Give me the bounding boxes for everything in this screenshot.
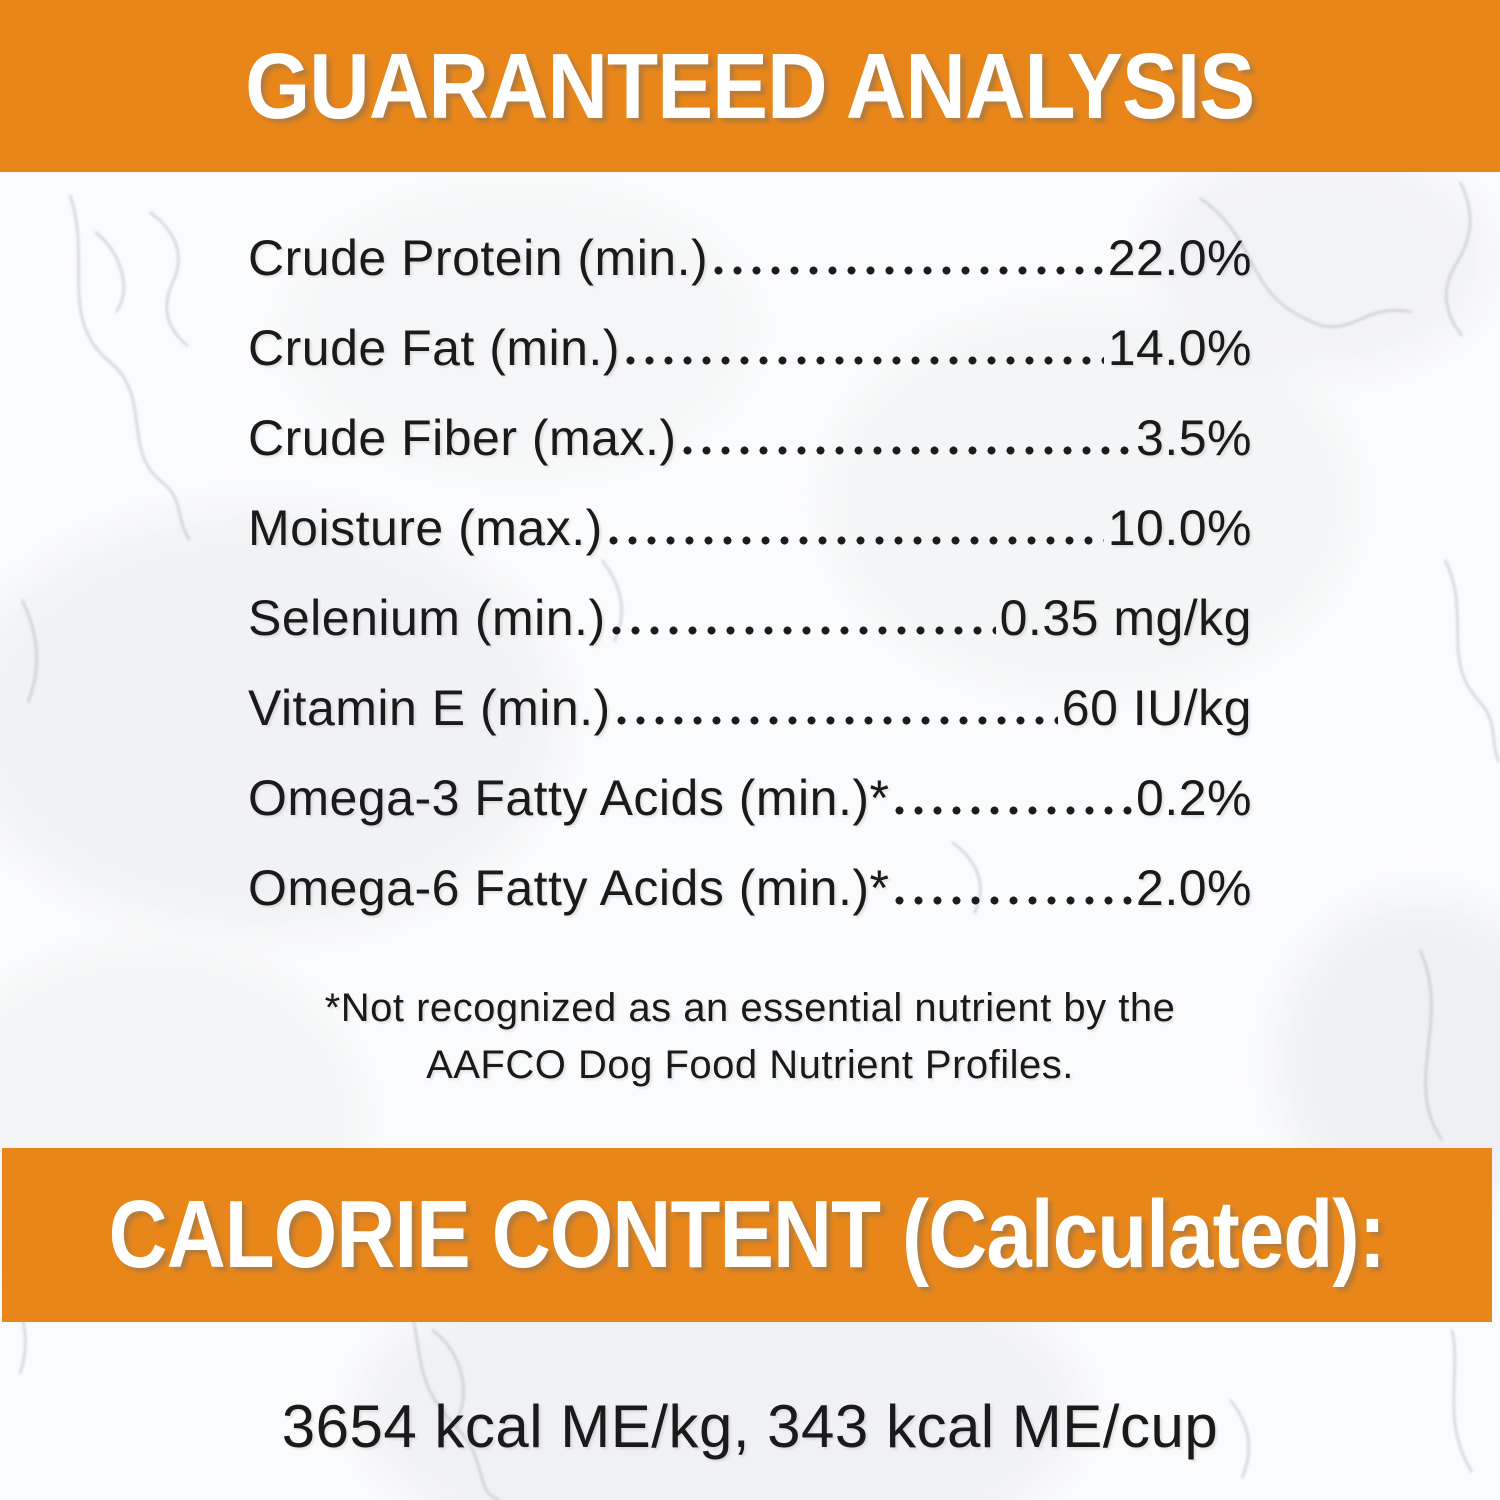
nutrient-value: 0.2% bbox=[1136, 770, 1252, 826]
nutrient-label: Vitamin E (min.) bbox=[248, 680, 611, 736]
nutrient-label: Crude Protein (min.) bbox=[248, 230, 709, 286]
nutrient-row: Crude Protein (min.) 22.0% bbox=[248, 213, 1252, 303]
nutrient-value: 14.0% bbox=[1107, 320, 1252, 376]
calorie-content-banner: CALORIE CONTENT (Calculated): bbox=[2, 1148, 1492, 1322]
footnote-line2: AAFCO Dog Food Nutrient Profiles. bbox=[426, 1043, 1074, 1087]
nutrient-value: 3.5% bbox=[1136, 410, 1252, 466]
nutrient-label: Omega-3 Fatty Acids (min.)* bbox=[248, 770, 890, 826]
nutrient-row: Vitamin E (min.) 60 IU/kg bbox=[248, 663, 1252, 753]
dot-leader bbox=[608, 536, 1104, 545]
nutrient-label: Crude Fiber (max.) bbox=[248, 410, 677, 466]
nutrient-value: 10.0% bbox=[1107, 500, 1252, 556]
nutrient-row: Omega-3 Fatty Acids (min.)* 0.2% bbox=[248, 753, 1252, 843]
calorie-content-title: CALORIE CONTENT (Calculated): bbox=[108, 1181, 1386, 1288]
nutrient-value: 22.0% bbox=[1107, 230, 1252, 286]
nutrient-label: Crude Fat (min.) bbox=[248, 320, 620, 376]
nutrient-row: Moisture (max.) 10.0% bbox=[248, 483, 1252, 573]
dot-leader bbox=[714, 266, 1104, 275]
guaranteed-analysis-table: Crude Protein (min.) 22.0% Crude Fat (mi… bbox=[248, 213, 1252, 933]
dot-leader bbox=[625, 356, 1104, 365]
dot-leader bbox=[616, 716, 1058, 725]
guaranteed-analysis-title: GUARANTEED ANALYSIS bbox=[245, 33, 1255, 138]
dot-leader bbox=[895, 896, 1133, 905]
nutrient-label: Omega-6 Fatty Acids (min.)* bbox=[248, 860, 890, 916]
dot-leader bbox=[682, 446, 1133, 455]
guaranteed-analysis-banner: GUARANTEED ANALYSIS bbox=[0, 0, 1500, 172]
calorie-values: 3654 kcal ME/kg, 343 kcal ME/cup bbox=[281, 1393, 1219, 1460]
nutrient-label: Moisture (max.) bbox=[248, 500, 603, 556]
dot-leader bbox=[895, 806, 1133, 815]
dot-leader bbox=[611, 626, 996, 635]
nutrient-row: Omega-6 Fatty Acids (min.)* 2.0% bbox=[248, 843, 1252, 933]
aafco-footnote: *Not recognized as an essential nutrient… bbox=[0, 980, 1500, 1094]
nutrient-label: Selenium (min.) bbox=[248, 590, 606, 646]
nutrient-value: 2.0% bbox=[1136, 860, 1252, 916]
nutrient-value: 60 IU/kg bbox=[1061, 680, 1252, 736]
footnote-line1: *Not recognized as an essential nutrient… bbox=[324, 986, 1176, 1030]
nutrient-value: 0.35 mg/kg bbox=[999, 590, 1252, 646]
nutrient-row: Crude Fiber (max.) 3.5% bbox=[248, 393, 1252, 483]
nutrient-row: Selenium (min.) 0.35 mg/kg bbox=[248, 573, 1252, 663]
nutrient-row: Crude Fat (min.) 14.0% bbox=[248, 303, 1252, 393]
